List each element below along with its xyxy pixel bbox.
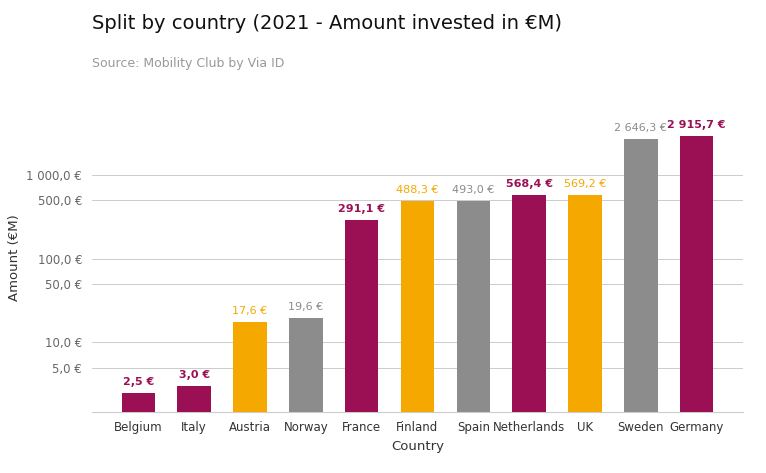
Bar: [401, 201, 434, 473]
Bar: [680, 136, 713, 473]
Bar: [289, 318, 322, 473]
Text: 569,2 €: 569,2 €: [564, 179, 606, 189]
Text: 488,3 €: 488,3 €: [396, 185, 439, 195]
Bar: [512, 195, 546, 473]
Bar: [233, 322, 267, 473]
Text: 493,0 €: 493,0 €: [452, 184, 494, 194]
Text: 17,6 €: 17,6 €: [232, 306, 267, 316]
Bar: [345, 220, 378, 473]
Text: 291,1 €: 291,1 €: [338, 204, 385, 214]
Text: 2 646,3 €: 2 646,3 €: [614, 123, 667, 133]
Text: 2,5 €: 2,5 €: [123, 377, 154, 387]
Text: Split by country (2021 - Amount invested in €M): Split by country (2021 - Amount invested…: [92, 14, 562, 33]
Bar: [624, 140, 657, 473]
Text: 2 915,7 €: 2 915,7 €: [667, 120, 726, 130]
Bar: [178, 386, 211, 473]
Bar: [568, 195, 602, 473]
Text: 19,6 €: 19,6 €: [288, 302, 323, 312]
Text: 568,4 €: 568,4 €: [506, 179, 552, 189]
Y-axis label: Amount (€M): Amount (€M): [8, 214, 21, 301]
Text: 3,0 €: 3,0 €: [178, 370, 210, 380]
Bar: [122, 393, 155, 473]
Bar: [457, 201, 490, 473]
Text: Source: Mobility Club by Via ID: Source: Mobility Club by Via ID: [92, 57, 284, 70]
X-axis label: Country: Country: [391, 440, 444, 453]
